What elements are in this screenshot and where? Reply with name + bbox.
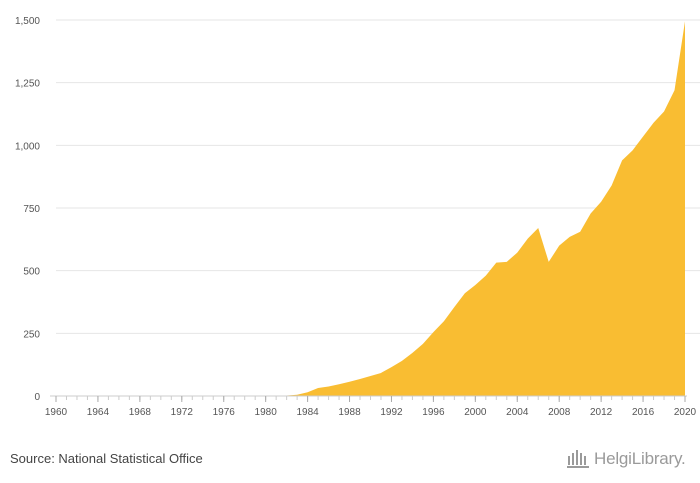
logo-text: HelgiLibrary. [594,449,686,468]
source-note: Source: National Statistical Office [10,451,203,466]
x-tick-label: 1992 [380,407,403,418]
y-tick-label: 1,500 [15,16,40,27]
x-tick-label: 2004 [506,407,529,418]
x-tick-label: 1976 [213,407,236,418]
y-tick-label: 500 [23,267,40,278]
x-tick-label: 2008 [548,407,571,418]
y-tick-label: 1,000 [15,141,40,152]
x-tick-label: 1980 [255,407,278,418]
area-chart: 0 250 500 750 1,000 1,250 1,500 1960 1964 1968 197… [15,16,700,418]
x-tick-label: 2000 [464,407,487,418]
y-tick-label: 1,250 [15,79,40,90]
x-tick-label: 2012 [590,407,613,418]
y-tick-label: 0 [34,392,40,403]
area-series [56,21,685,396]
x-tick-label: 1984 [296,407,319,418]
x-tick-label: 1964 [87,407,110,418]
x-tick-label: 2016 [632,407,655,418]
helgi-library-logo: HelgiLibrary. [566,446,686,472]
y-tick-label: 250 [23,329,40,340]
x-tick-label: 1960 [45,407,68,418]
x-tick-label: 2020 [674,407,697,418]
x-tick-label: 1988 [338,407,361,418]
x-tick-label: 1996 [422,407,445,418]
library-columns-icon [567,450,589,468]
x-tick-label: 1968 [129,407,152,418]
x-tick-label: 1972 [171,407,194,418]
y-tick-label: 750 [23,204,40,215]
